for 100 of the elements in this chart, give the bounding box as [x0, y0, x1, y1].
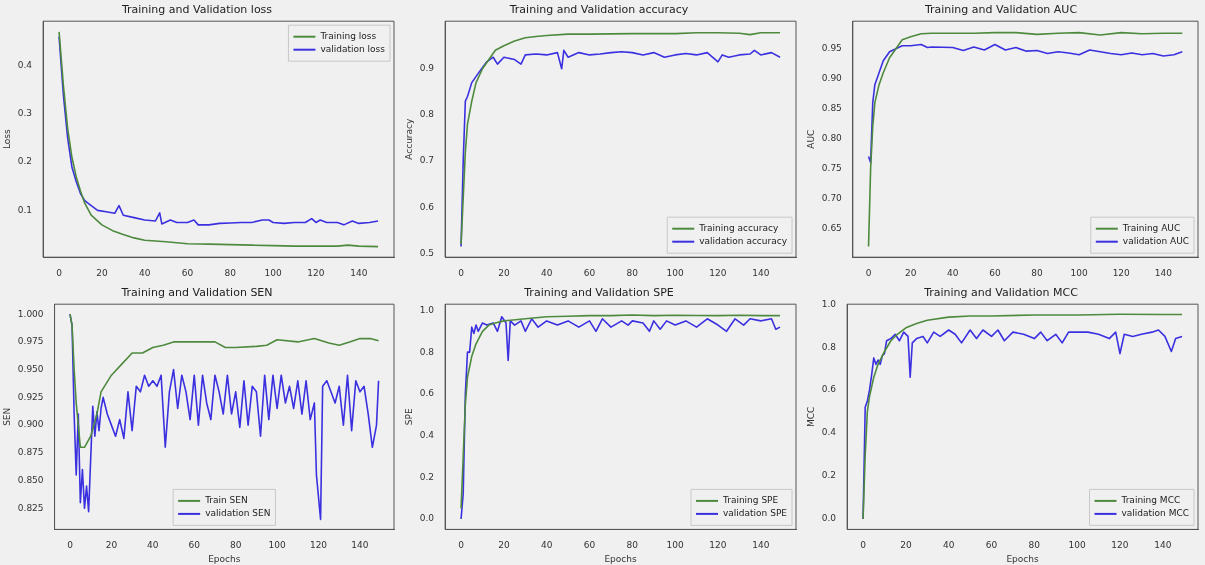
x-tick-label: 80	[626, 540, 639, 551]
y-tick-label: 0.65	[821, 222, 842, 233]
x-tick-label: 40	[540, 540, 553, 551]
x-tick-label: 0	[860, 540, 867, 551]
y-tick-label: 1.000	[17, 308, 44, 319]
legend-label: Training AUC	[1121, 223, 1181, 234]
y-tick-label: 0.0	[419, 513, 435, 524]
y-tick-label: 0.850	[17, 474, 44, 485]
y-tick-label: 0.8	[419, 109, 435, 120]
y-tick-label: 0.2	[17, 156, 33, 167]
x-tick-label: 20	[904, 267, 917, 278]
x-tick-label: 20	[105, 540, 118, 551]
legend-label: Training MCC	[1120, 495, 1181, 506]
y-tick-label: 0.875	[17, 447, 44, 458]
x-tick-label: 80	[1028, 540, 1041, 551]
chart-title: Training and Validation SEN	[120, 286, 273, 300]
y-tick-label: 0.95	[821, 43, 842, 54]
legend-label: Training accuracy	[698, 223, 779, 234]
x-axis-title: Epochs	[208, 553, 241, 564]
x-tick-label: 120	[1112, 267, 1131, 278]
y-tick-label: 0.4	[821, 427, 837, 438]
legend-label: validation SEN	[205, 508, 271, 519]
x-tick-label: 0	[458, 540, 465, 551]
y-axis-title: SEN	[1, 407, 12, 426]
y-tick-label: 0.6	[821, 384, 837, 395]
x-tick-label: 140	[752, 540, 770, 551]
x-tick-label: 40	[947, 267, 959, 278]
x-tick-label: 100	[1068, 540, 1087, 551]
x-tick-label: 100	[1070, 267, 1088, 278]
x-tick-label: 40	[138, 267, 151, 278]
legend-label: validation AUC	[1122, 236, 1189, 247]
x-tick-label: 80	[229, 540, 242, 551]
y-axis-title: AUC	[805, 129, 816, 149]
y-tick-label: 0.2	[821, 470, 837, 481]
chart-title: Training and Validation accuracy	[508, 3, 689, 17]
y-tick-label: 0.6	[419, 388, 435, 399]
x-tick-label: 140	[752, 267, 770, 278]
x-tick-label: 120	[709, 267, 727, 278]
y-tick-label: 0.9	[419, 63, 435, 74]
x-tick-label: 20	[498, 540, 510, 551]
x-tick-label: 80	[224, 267, 237, 278]
x-tick-label: 20	[900, 540, 912, 551]
y-tick-label: 0.5	[419, 247, 435, 258]
x-tick-label: 20	[498, 267, 510, 278]
legend-label: Training loss	[319, 31, 377, 42]
x-tick-label: 0	[67, 540, 74, 551]
x-axis-title: Epochs	[1006, 553, 1039, 564]
x-tick-label: 100	[666, 267, 685, 278]
x-tick-label: 120	[709, 540, 727, 551]
y-tick-label: 1.0	[821, 298, 837, 309]
y-tick-label: 0.75	[821, 162, 842, 173]
x-tick-label: 40	[942, 540, 955, 551]
y-tick-label: 0.950	[17, 364, 44, 374]
y-axis-title: MCC	[805, 406, 816, 427]
y-tick-label: 0.7	[419, 155, 435, 166]
legend-label: validation MCC	[1121, 508, 1190, 519]
x-tick-label: 120	[307, 267, 325, 278]
x-tick-label: 0	[458, 267, 465, 278]
x-tick-label: 60	[583, 267, 596, 278]
y-tick-label: 0.6	[419, 201, 435, 212]
y-tick-label: 0.825	[17, 502, 44, 513]
chart-title: Training and Validation SPE	[523, 286, 674, 300]
legend-label: validation accuracy	[699, 236, 788, 247]
x-tick-label: 100	[264, 267, 283, 278]
x-tick-label: 80	[1031, 267, 1043, 278]
x-tick-label: 40	[147, 540, 159, 551]
y-tick-label: 0.2	[419, 471, 435, 482]
y-axis-title: Loss	[1, 129, 12, 150]
x-tick-label: 40	[540, 267, 553, 278]
x-tick-label: 0	[865, 267, 872, 278]
x-tick-label: 140	[350, 267, 368, 278]
y-tick-label: 0.0	[821, 513, 837, 524]
y-tick-label: 1.0	[419, 304, 435, 315]
y-tick-label: 0.70	[821, 192, 843, 203]
x-axis-title: Epochs	[604, 553, 637, 564]
chart-title: Training and Validation MCC	[923, 286, 1079, 300]
x-tick-label: 140	[351, 540, 369, 551]
x-tick-label: 60	[985, 540, 998, 551]
x-tick-label: 120	[309, 540, 328, 551]
x-tick-label: 100	[268, 540, 286, 551]
y-axis-title: Accuracy	[403, 117, 414, 160]
legend-label: validation loss	[320, 44, 386, 55]
y-tick-label: 0.900	[17, 419, 44, 430]
x-tick-label: 60	[181, 267, 194, 278]
legend-label: Training SPE	[722, 495, 779, 506]
legend-label: Train SEN	[204, 495, 248, 506]
y-tick-label: 0.925	[17, 391, 44, 402]
x-tick-label: 120	[1111, 540, 1129, 551]
x-tick-label: 140	[1154, 540, 1172, 551]
y-tick-label: 0.85	[821, 103, 842, 113]
legend-label: validation SPE	[723, 508, 788, 519]
x-tick-label: 100	[666, 540, 685, 551]
y-tick-label: 0.8	[419, 346, 435, 357]
x-tick-label: 60	[989, 267, 1001, 278]
y-tick-label: 0.80	[821, 132, 843, 143]
y-tick-label: 0.3	[17, 108, 33, 119]
x-tick-label: 80	[626, 267, 639, 278]
x-tick-label: 20	[96, 267, 108, 278]
y-tick-label: 0.8	[821, 341, 837, 352]
y-tick-label: 0.4	[17, 59, 33, 70]
